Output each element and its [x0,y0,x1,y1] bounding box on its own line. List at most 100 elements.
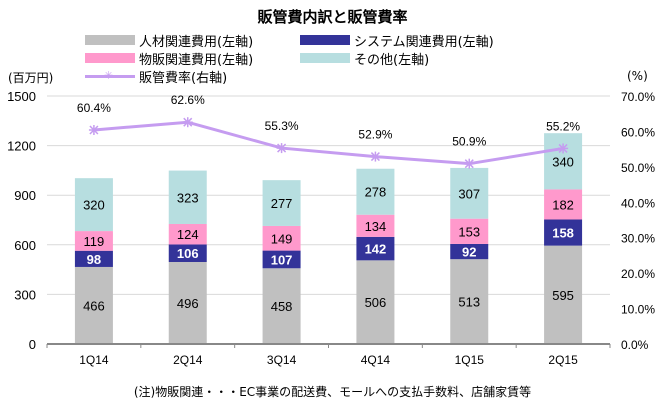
x-tick-label: 2Q14 [173,353,203,367]
right-tick-label: 40.0% [621,196,655,210]
bar-segment-2 [544,219,583,246]
bar-data-label: 106 [177,246,199,261]
left-tick-label: 300 [14,287,36,302]
bar-segment-3 [450,218,489,244]
bar-data-label: 506 [365,295,387,310]
bar-data-label: 277 [271,196,293,211]
bar-data-label: 340 [552,154,574,169]
ratio-data-label: 55.3% [265,119,299,133]
bar-data-label: 92 [462,245,476,260]
x-tick-label: 1Q14 [79,353,109,367]
bar-segment-1 [356,260,395,344]
legend-swatch-merch [85,53,135,63]
bar-segment-2 [168,244,207,262]
bar-segment-2 [356,236,395,261]
legend-item-other: その他(左軸) [300,50,430,68]
right-axis-unit: (%) [627,69,648,83]
ratio-line [93,120,564,166]
bar-segment-3 [356,214,395,237]
bar-segment-4 [544,133,583,190]
footnote: (注)物販関連・・・EC事業の配送費、モールへの支払手数料、店舗家賃等 [133,385,532,399]
ratio-marker [88,125,99,136]
x-tick-label: 2Q15 [548,353,578,367]
right-tick-label: 10.0% [621,303,655,317]
bar-data-label: 513 [458,295,480,310]
ratio-data-label: 52.9% [358,128,392,142]
ratio-data-label: 60.4% [77,101,111,115]
ratio-data-label: 55.2% [546,119,580,133]
bar-data-label: 466 [83,298,105,313]
bar-segment-2 [74,250,113,267]
bar-data-label: 149 [271,231,293,246]
bar-data-label: 307 [458,186,480,201]
x-tick-label: 3Q14 [267,353,297,367]
bar-segment-3 [262,225,301,251]
bar-data-label: 320 [83,198,105,213]
legend-swatch-ratio: ✳ [85,70,135,82]
bar-segment-2 [262,250,301,269]
legend-label-ratio: 販管費率(右軸) [139,70,228,86]
bar-segment-4 [450,167,489,219]
legend-swatch-other [300,53,350,63]
bar-segment-4 [74,178,113,232]
legend-label-personnel: 人材関連費用(左軸) [139,34,254,50]
bar-data-label: 458 [271,299,293,314]
bar-data-label: 158 [552,226,574,241]
bar-data-label: 153 [458,224,480,239]
ratio-marker [464,158,475,169]
left-tick-label: 0 [29,337,36,352]
chart-title: 販管費内訳と販管費率 [257,8,408,26]
bar-segment-1 [450,259,489,344]
legend-item-ratio: ✳ 販管費率(右軸) [85,68,228,86]
bar-data-label: 278 [365,185,387,200]
legend-item-personnel: 人材関連費用(左軸) [85,32,254,50]
bar-segment-4 [262,180,301,226]
bar-data-label: 119 [84,234,105,249]
ratio-marker [276,143,287,154]
right-tick-label: 50.0% [621,161,655,175]
legend-item-system: システム関連費用(左軸) [300,32,494,50]
legend-label-system: システム関連費用(左軸) [354,34,494,50]
left-tick-label: 1500 [7,89,36,104]
bar-segment-3 [544,189,583,220]
left-tick-label: 600 [14,238,36,253]
left-tick-label: 900 [14,188,36,203]
ratio-data-label: 50.9% [452,135,486,149]
x-tick-label: 1Q15 [455,353,485,367]
ratio-data-label: 62.6% [171,93,205,107]
bar-segment-1 [168,261,207,344]
bar-data-label: 323 [177,190,199,205]
legend-item-merch: 物販関連費用(左軸) [85,50,254,68]
x-tick-label: 4Q14 [361,353,391,367]
legend-swatch-system [300,35,350,45]
legend-swatch-personnel [85,35,135,45]
bar-data-label: 142 [365,242,387,257]
bar-segment-1 [544,245,583,344]
bar-segment-4 [356,168,395,215]
bar-segment-3 [168,223,207,245]
ratio-marker [558,143,569,154]
right-tick-label: 70.0% [621,90,655,104]
bar-data-label: 124 [177,227,199,242]
bar-segment-4 [168,170,207,224]
right-tick-label: 0.0% [621,338,649,352]
bar-segment-3 [74,231,113,251]
right-tick-label: 30.0% [621,232,655,246]
ratio-marker [182,117,193,128]
bar-segment-2 [450,243,489,260]
bar-data-label: 134 [365,219,387,234]
bar-segment-1 [74,266,113,344]
left-axis-unit: (百万円) [8,71,54,85]
ratio-marker [370,151,381,162]
bar-data-label: 98 [87,252,101,267]
bar-data-label: 182 [552,197,574,212]
bar-segment-1 [262,268,301,344]
left-tick-label: 1200 [7,139,36,154]
right-tick-label: 60.0% [621,125,655,139]
bar-data-label: 595 [552,288,574,303]
legend-label-other: その他(左軸) [354,52,430,68]
bar-data-label: 107 [271,252,293,267]
bar-data-label: 496 [177,296,199,311]
legend-label-merch: 物販関連費用(左軸) [139,52,254,68]
